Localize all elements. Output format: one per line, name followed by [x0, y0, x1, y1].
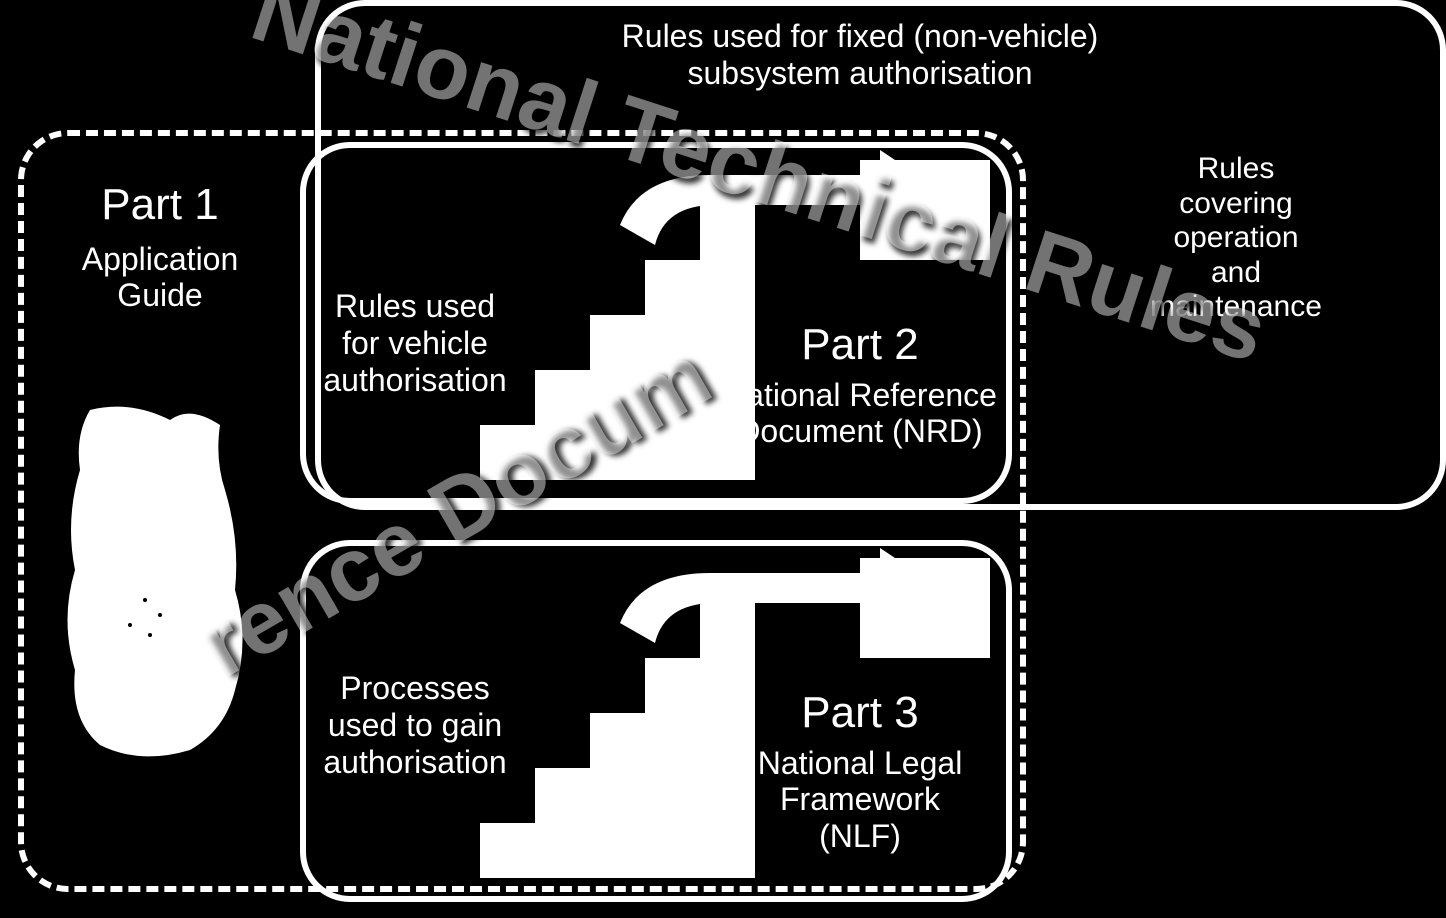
part3-left-l3: authorisation — [305, 744, 525, 781]
part2-sub-l1: National Reference — [710, 377, 1010, 414]
outer-right-l4: and — [1036, 256, 1436, 291]
part2-heading-block: Part 2 National Reference Document (NRD) — [710, 320, 1010, 450]
outer-box-right-text: Rules covering operation and maintenance — [1036, 152, 1436, 325]
part2-left-l1: Rules used — [315, 288, 515, 325]
part2-left-text: Rules used for vehicle authorisation — [315, 288, 515, 398]
part1-sub-l1: Application — [30, 241, 290, 278]
outer-right-l2: covering — [1036, 187, 1436, 222]
outer-right-l3: operation — [1036, 221, 1436, 256]
part2-heading: Part 2 — [710, 320, 1010, 371]
part3-sub-l1: National Legal — [710, 745, 1010, 782]
outer-right-l1: Rules — [1036, 152, 1436, 187]
blob-graphic — [50, 400, 270, 770]
outer-right-l5: maintenance — [1036, 290, 1436, 325]
part3-left-l1: Processes — [305, 670, 525, 707]
part2-left-l2: for vehicle — [315, 325, 515, 362]
part3-heading-block: Part 3 National Legal Framework (NLF) — [710, 688, 1010, 855]
part3-heading: Part 3 — [710, 688, 1010, 739]
part3-sub-l3: (NLF) — [710, 818, 1010, 855]
outer-box-title-l1: Rules used for fixed (non-vehicle) — [500, 18, 1220, 55]
part1-sub-l2: Guide — [30, 277, 290, 314]
part3-left-text: Processes used to gain authorisation — [305, 670, 525, 780]
part3-sub-l2: Framework — [710, 781, 1010, 818]
part2-left-l3: authorisation — [315, 362, 515, 399]
outer-box-title-l2: subsystem authorisation — [500, 55, 1220, 92]
part3-left-l2: used to gain — [305, 707, 525, 744]
part1-heading: Part 1 — [30, 180, 290, 231]
outer-box-title: Rules used for fixed (non-vehicle) subsy… — [500, 18, 1220, 92]
part2-sub-l2: Document (NRD) — [710, 413, 1010, 450]
part1-block: Part 1 Application Guide — [30, 180, 290, 314]
